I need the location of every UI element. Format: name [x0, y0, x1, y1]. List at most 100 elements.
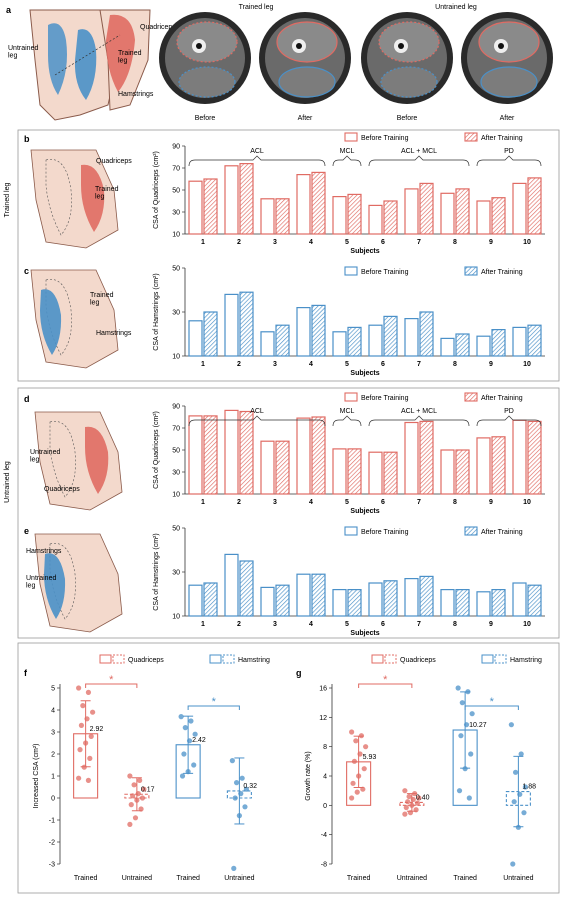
x-tick-label: 6 [381, 621, 385, 628]
y-axis-label: CSA of Quadriceps (cm²) [153, 411, 160, 489]
bar-after [527, 420, 542, 495]
legend-label: After Training [481, 529, 523, 536]
bar-after [347, 448, 362, 495]
bar-before [188, 180, 203, 235]
y-tick-label: 2 [51, 752, 55, 759]
data-point [465, 689, 471, 695]
bar-after [239, 163, 254, 235]
data-point [409, 802, 415, 808]
bar-before [404, 421, 419, 495]
mri-quadriceps-outline [378, 21, 440, 63]
x-axis-label: Subjects [350, 248, 379, 255]
bar-before [512, 326, 527, 357]
legend-label: Before Training [361, 269, 409, 276]
data-point [521, 810, 527, 816]
data-point [402, 788, 408, 794]
data-point [186, 738, 193, 744]
bar-before [260, 440, 275, 495]
legend-swatch-solid [481, 654, 494, 664]
mri-hamstrings-outline [178, 66, 236, 98]
data-point [181, 751, 187, 757]
data-point [80, 703, 86, 709]
x-tick-label: 5 [345, 361, 349, 368]
bar-before [368, 324, 383, 357]
x-tick-label: 10 [523, 239, 531, 246]
sketch-label: Hamstrings [96, 330, 132, 337]
bar-before [188, 415, 203, 495]
x-tick-label: 9 [489, 621, 493, 628]
bar-before [260, 331, 275, 357]
data-point [522, 784, 528, 790]
label-untrained-leg-a: Untrained leg [8, 45, 38, 60]
x-tick-label: Trained [176, 875, 200, 882]
panel-letter-a: a [6, 5, 12, 15]
data-point [403, 804, 409, 811]
bar-before [296, 307, 311, 357]
data-point [351, 758, 358, 764]
data-point [511, 799, 517, 805]
y-tick-label: 16 [319, 686, 327, 693]
y-tick-label: 50 [172, 448, 180, 455]
bar-before [368, 582, 383, 617]
legend-swatch [344, 392, 358, 402]
x-tick-label: 4 [309, 499, 313, 506]
legend-label: Before Training [361, 395, 409, 402]
data-point [85, 689, 92, 696]
y-tick-label: 10 [172, 232, 180, 239]
bar-after [239, 291, 254, 357]
bar-before [188, 320, 203, 357]
thigh-sketch [34, 411, 123, 511]
legend-swatch-dashed [494, 654, 507, 664]
y-tick-label: 4 [323, 774, 327, 781]
bar-after [383, 580, 398, 617]
data-point [233, 780, 240, 786]
data-point [354, 789, 360, 795]
label-hamstrings-a: Hamstrings [118, 91, 154, 98]
bar-after [239, 410, 254, 495]
significance-bracket [187, 705, 240, 710]
bar-panel-d: d Untrained leg Quadriceps 10 30 50 70 90 CSA of … [24, 392, 545, 515]
bar-before [404, 318, 419, 357]
x-tick-label: 10 [523, 361, 531, 368]
group-label: ACL + MCL [401, 408, 437, 415]
bar-after [275, 584, 290, 617]
group-brace [188, 155, 326, 167]
bar-before [296, 573, 311, 617]
bar-after [203, 582, 218, 617]
data-point [232, 795, 238, 801]
data-point [353, 738, 359, 744]
y-tick-label: -4 [321, 832, 327, 839]
significance-star: * [383, 674, 388, 686]
data-point [130, 793, 136, 799]
mri-marrow [498, 43, 504, 49]
data-point [134, 797, 140, 803]
significance-star: * [490, 696, 495, 708]
dot-panel-f: f -3 -2 -1 0 1 2 3 4 5 Increased CSA (cm²) Quadrice… [24, 654, 270, 882]
legend-swatch [464, 526, 478, 536]
mri-scans: Before After Before After [159, 12, 553, 122]
group-brace [188, 415, 326, 427]
x-tick-label: 3 [273, 499, 277, 506]
y-tick-label: 12 [319, 715, 327, 722]
bar-after [455, 449, 470, 495]
group-brace [476, 155, 542, 167]
panel-letter-e: e [24, 526, 29, 536]
y-tick-label: 1 [51, 774, 55, 781]
x-tick-label: 2 [237, 621, 241, 628]
mri-hamstrings-outline [480, 66, 538, 98]
data-point [185, 769, 191, 775]
y-tick-label: 0 [323, 803, 327, 810]
group-brace [368, 415, 470, 427]
bar-after [455, 333, 470, 357]
bar-before [332, 588, 347, 617]
label-quadriceps-a: Quadriceps [140, 24, 176, 31]
legend-swatch [344, 526, 358, 536]
y-tick-label: 30 [172, 470, 180, 477]
y-axis-label: CSA of Hamstrings (cm²) [153, 533, 160, 610]
dot-panel-g: g -8 -4 0 4 8 12 16 Growth rate (%) Quadriceps Ham… [296, 654, 542, 882]
mri-hamstrings-outline [278, 66, 336, 98]
group-brace [332, 155, 362, 167]
bar-after [527, 584, 542, 617]
legend-swatch-solid [99, 654, 112, 664]
bar-after [311, 171, 326, 235]
